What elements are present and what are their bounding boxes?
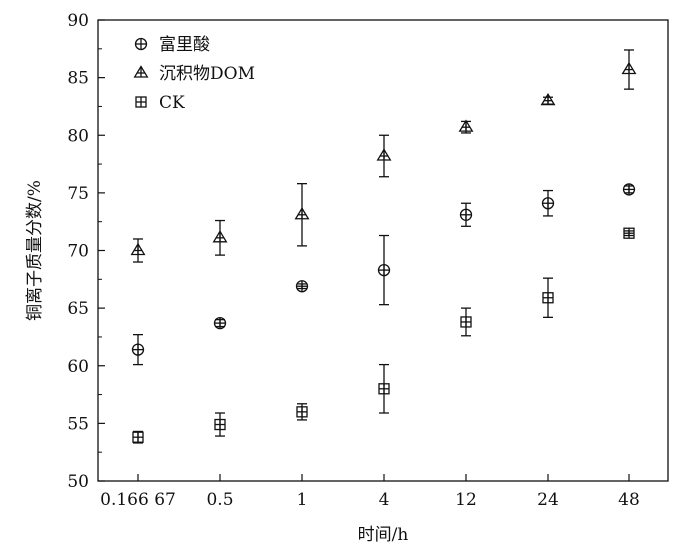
y-tick-label: 75 <box>67 184 89 204</box>
series-layer <box>130 49 637 444</box>
data-point <box>540 92 556 106</box>
legend-label: 沉积物DOM <box>159 64 255 84</box>
x-axis: 0.166 67 0.5 1 4 12 24 48 <box>100 474 640 510</box>
y-tick-label: 60 <box>67 357 89 377</box>
x-tick-label: 4 <box>379 490 390 510</box>
x-tick-label: 0.166 67 <box>100 490 176 510</box>
y-tick-label: 70 <box>67 242 89 262</box>
data-point <box>376 148 392 161</box>
y-tick-label: 90 <box>67 11 89 31</box>
data-point <box>459 208 473 221</box>
data-point <box>622 183 636 196</box>
data-point <box>296 406 308 418</box>
data-point <box>130 242 146 256</box>
y-axis: 50 55 60 65 70 75 80 85 90 <box>67 11 105 492</box>
legend-marker <box>133 65 149 78</box>
x-tick-label: 0.5 <box>206 490 233 510</box>
data-point <box>212 230 228 243</box>
x-axis-title: 时间/h <box>358 525 409 545</box>
y-tick-label: 55 <box>67 414 89 434</box>
x-tick-label: 48 <box>618 490 640 510</box>
data-point <box>294 207 310 220</box>
legend-marker <box>134 37 148 51</box>
y-axis-title: 铜离子质量分数/% <box>25 180 45 321</box>
data-point <box>542 292 554 304</box>
data-point <box>541 197 555 210</box>
y-tick-label: 80 <box>67 126 89 146</box>
data-point <box>131 343 145 356</box>
data-point <box>460 316 472 328</box>
legend-label: CK <box>159 93 185 113</box>
data-point <box>623 227 635 239</box>
data-point <box>458 119 474 132</box>
data-point <box>621 61 637 75</box>
legend-marker <box>135 96 147 108</box>
legend-label: 富里酸 <box>159 35 210 55</box>
data-point <box>377 263 391 277</box>
series-2 <box>130 49 637 263</box>
y-tick-label: 85 <box>67 69 89 89</box>
plot-frame <box>97 19 669 482</box>
data-point <box>214 418 226 431</box>
data-point <box>295 280 309 293</box>
y-tick-label: 50 <box>67 472 89 492</box>
series-3 <box>132 227 635 444</box>
x-tick-label: 1 <box>297 490 308 510</box>
y-tick-label: 65 <box>67 299 89 319</box>
data-point <box>213 316 227 330</box>
x-tick-label: 12 <box>455 490 477 510</box>
x-tick-label: 24 <box>537 490 559 510</box>
data-point <box>132 431 144 443</box>
data-point <box>378 383 390 395</box>
plot-border <box>97 19 669 482</box>
series-1 <box>131 183 636 366</box>
